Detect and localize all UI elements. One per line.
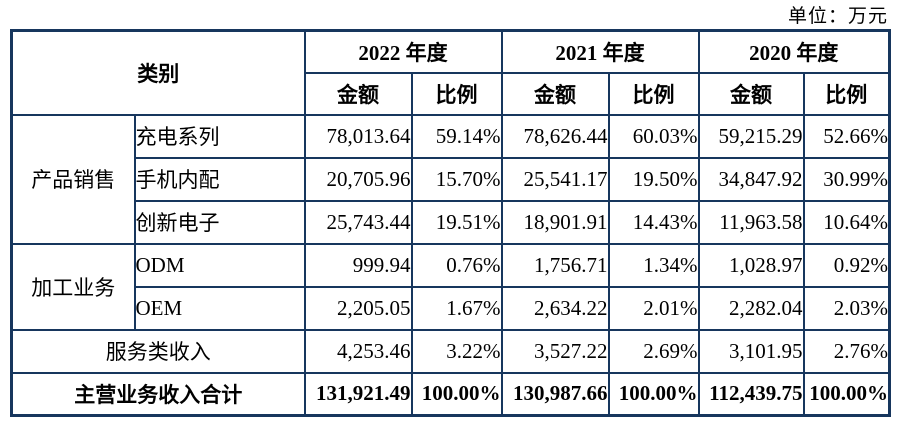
ratio-header-2021: 比例: [607, 71, 700, 116]
amount-2022: 78,013.64: [303, 113, 413, 159]
table-row-odm: 加工业务 ODM 999.94 0.76% 1,756.71 1.34% 1,0…: [10, 242, 891, 331]
ratio-header-2020: 比例: [802, 71, 891, 116]
amount-2021: 2,634.22: [500, 285, 610, 331]
amount-2022: 999.94: [303, 242, 413, 288]
table-row-total: 主营业务收入合计 131,921.49 100.00% 130,987.66 1…: [10, 371, 891, 417]
ratio-2021: 2.01%: [607, 285, 700, 331]
amount-2020: 2,282.04: [697, 285, 805, 331]
ratio-2022: 59.14%: [410, 113, 503, 159]
amount-2021: 25,541.17: [500, 156, 610, 202]
amount-2022: 4,253.46: [303, 328, 413, 374]
ratio-2020: 2.76%: [802, 328, 891, 374]
revenue-table: 类别 2022 年度 2021 年度 2020 年度 金额 比例 金额 比例 金…: [10, 29, 891, 417]
amount-2022: 20,705.96: [303, 156, 413, 202]
amount-2022: 2,205.05: [303, 285, 413, 331]
table-row-oem: OEM 2,205.05 1.67% 2,634.22 2.01% 2,282.…: [12, 285, 891, 331]
total-amount-2020: 112,439.75: [697, 371, 805, 417]
ratio-2022: 15.70%: [410, 156, 503, 202]
total-amount-2022: 131,921.49: [303, 371, 413, 417]
ratio-2020: 52.66%: [802, 113, 891, 159]
row-label: OEM: [133, 285, 306, 331]
ratio-2020: 10.64%: [802, 199, 891, 245]
ratio-2021: 60.03%: [607, 113, 700, 159]
ratio-2021: 1.34%: [607, 242, 700, 288]
total-ratio-2022: 100.00%: [410, 371, 503, 417]
ratio-2022: 3.22%: [410, 328, 503, 374]
amount-header-2022: 金额: [303, 71, 413, 116]
row-label: 创新电子: [133, 199, 306, 245]
amount-2021: 78,626.44: [500, 113, 610, 159]
table-row-phone-accessories: 手机内配 20,705.96 15.70% 25,541.17 19.50% 3…: [12, 156, 891, 202]
table-row-charging-series: 产品销售 充电系列 78,013.64 59.14% 78,626.44 60.…: [10, 113, 891, 245]
total-amount-2021: 130,987.66: [500, 371, 610, 417]
group-cell-processing-business: 加工业务: [10, 242, 136, 331]
amount-2021: 3,527.22: [500, 328, 610, 374]
total-ratio-2021: 100.00%: [607, 371, 700, 417]
amount-header-2020: 金额: [697, 71, 805, 116]
year-header-2021: 2021 年度: [500, 29, 700, 74]
amount-2020: 34,847.92: [697, 156, 805, 202]
ratio-header-2022: 比例: [410, 71, 503, 116]
ratio-2020: 2.03%: [802, 285, 891, 331]
table-row-service-revenue: 服务类收入 4,253.46 3.22% 3,527.22 2.69% 3,10…: [10, 328, 891, 374]
amount-2022: 25,743.44: [303, 199, 413, 245]
ratio-2021: 14.43%: [607, 199, 700, 245]
row-label: ODM: [133, 242, 306, 288]
row-label: 手机内配: [133, 156, 306, 202]
amount-2021: 1,756.71: [500, 242, 610, 288]
year-header-2022: 2022 年度: [303, 29, 503, 74]
header-year-row: 类别 2022 年度 2021 年度 2020 年度: [10, 29, 891, 116]
ratio-2021: 2.69%: [607, 328, 700, 374]
total-label: 主营业务收入合计: [10, 371, 306, 417]
header-sub-row: 金额 比例 金额 比例 金额 比例: [12, 71, 891, 116]
service-revenue-label: 服务类收入: [10, 328, 306, 374]
amount-2020: 3,101.95: [697, 328, 805, 374]
ratio-2020: 0.92%: [802, 242, 891, 288]
category-header-cell: 类别: [10, 29, 306, 116]
amount-2021: 18,901.91: [500, 199, 610, 245]
amount-header-2021: 金额: [500, 71, 610, 116]
unit-label: 单位：万元: [787, 6, 888, 27]
table-row-innovative-electronics: 创新电子 25,743.44 19.51% 18,901.91 14.43% 1…: [12, 199, 891, 245]
ratio-2020: 30.99%: [802, 156, 891, 202]
ratio-2022: 1.67%: [410, 285, 503, 331]
amount-2020: 59,215.29: [697, 113, 805, 159]
row-label: 充电系列: [133, 113, 306, 159]
ratio-2022: 0.76%: [410, 242, 503, 288]
group-cell-product-sales: 产品销售: [10, 113, 136, 245]
ratio-2022: 19.51%: [410, 199, 503, 245]
amount-2020: 11,963.58: [697, 199, 805, 245]
year-header-2020: 2020 年度: [697, 29, 891, 74]
total-ratio-2020: 100.00%: [802, 371, 891, 417]
ratio-2021: 19.50%: [607, 156, 700, 202]
amount-2020: 1,028.97: [697, 242, 805, 288]
